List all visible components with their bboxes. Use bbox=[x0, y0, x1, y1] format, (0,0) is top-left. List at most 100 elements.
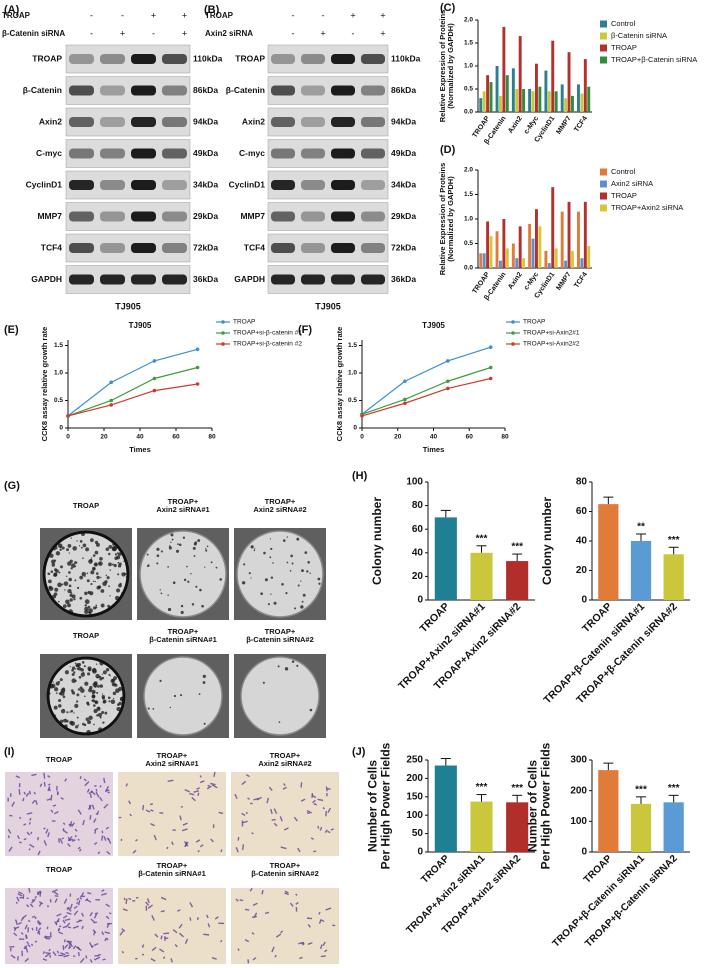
colony bbox=[146, 565, 149, 568]
cell bbox=[34, 895, 38, 899]
cell bbox=[46, 904, 50, 908]
cell bbox=[184, 938, 189, 944]
colony bbox=[121, 572, 126, 577]
legend-marker bbox=[511, 331, 515, 335]
panel-label: (A) bbox=[4, 4, 20, 16]
cell bbox=[15, 921, 18, 926]
colony bbox=[147, 707, 150, 710]
colony bbox=[269, 556, 272, 559]
cell bbox=[49, 954, 52, 958]
blot-band bbox=[131, 211, 156, 222]
colony bbox=[286, 561, 289, 564]
blot-band bbox=[301, 117, 325, 127]
cell bbox=[31, 927, 34, 931]
line bbox=[67, 383, 198, 417]
y-tick-label: 0.5 bbox=[464, 240, 473, 247]
colony bbox=[169, 706, 172, 709]
cell bbox=[150, 958, 156, 962]
colony bbox=[59, 719, 64, 724]
protein-label: MMP7 bbox=[240, 211, 265, 221]
colony bbox=[59, 678, 63, 682]
cell bbox=[210, 838, 214, 843]
y-axis-label: Colony number bbox=[370, 497, 384, 585]
cell bbox=[101, 889, 105, 893]
colony bbox=[71, 594, 76, 599]
image-label-line: Axin2 siRNA#1 bbox=[156, 505, 209, 514]
colony bbox=[52, 681, 54, 683]
cell bbox=[103, 777, 106, 784]
image-label-line: TROAP+ bbox=[168, 497, 199, 506]
colony bbox=[79, 540, 83, 543]
colony bbox=[99, 716, 102, 719]
cell bbox=[280, 846, 287, 850]
colony bbox=[250, 545, 254, 549]
blot-band bbox=[131, 54, 156, 64]
colony bbox=[94, 550, 99, 555]
colony bbox=[73, 598, 76, 601]
significance: ** bbox=[637, 522, 645, 533]
image-label-line: TROAP+ bbox=[270, 861, 301, 870]
cell bbox=[300, 798, 306, 802]
cell bbox=[38, 901, 44, 905]
cell bbox=[78, 848, 82, 852]
cell bbox=[301, 942, 305, 946]
colony bbox=[90, 570, 95, 575]
colony bbox=[289, 570, 292, 572]
cell bbox=[103, 803, 109, 809]
condition-sign: - bbox=[152, 28, 155, 38]
bar bbox=[577, 84, 580, 112]
cell bbox=[44, 935, 51, 938]
cell bbox=[36, 921, 41, 926]
y-tick-label: 200 bbox=[570, 785, 587, 796]
cell bbox=[29, 843, 35, 848]
colony bbox=[286, 536, 288, 538]
blot-band bbox=[361, 85, 385, 96]
blot-band bbox=[331, 243, 355, 253]
bar bbox=[587, 245, 591, 268]
x-axis-label: Times bbox=[129, 445, 151, 454]
panel-label: (H) bbox=[352, 470, 368, 482]
colony bbox=[91, 699, 94, 702]
colony bbox=[182, 536, 186, 539]
legend-swatch bbox=[600, 20, 607, 28]
colony bbox=[69, 666, 71, 668]
y-tick-label: 0.0 bbox=[464, 265, 473, 272]
bar bbox=[511, 243, 515, 268]
cell bbox=[29, 903, 34, 908]
y-tick-label: 1.0 bbox=[54, 370, 63, 377]
cell bbox=[67, 838, 74, 841]
cell bbox=[8, 846, 13, 852]
cell bbox=[181, 828, 188, 832]
colony bbox=[70, 709, 74, 713]
cell bbox=[123, 897, 126, 901]
bar bbox=[434, 517, 457, 600]
cell bbox=[38, 927, 42, 931]
cell bbox=[170, 958, 173, 963]
blot-band bbox=[331, 85, 355, 96]
colony bbox=[58, 571, 61, 574]
cell bbox=[103, 836, 107, 841]
legend-swatch bbox=[600, 180, 607, 188]
cell bbox=[252, 902, 258, 907]
colony bbox=[65, 575, 68, 578]
bar bbox=[630, 541, 652, 600]
dish-rim bbox=[46, 656, 126, 736]
protein-label: CyclinD1 bbox=[229, 179, 266, 189]
bar bbox=[531, 91, 535, 112]
protein-label: CyclinD1 bbox=[26, 179, 63, 189]
transwell-photo bbox=[5, 888, 113, 964]
colony bbox=[152, 707, 155, 710]
cell bbox=[93, 913, 98, 919]
blot-band bbox=[331, 180, 355, 190]
blot-band bbox=[271, 211, 295, 222]
image-label: TROAP bbox=[73, 631, 99, 640]
cell bbox=[62, 829, 68, 834]
colony bbox=[63, 708, 65, 711]
colony bbox=[86, 572, 89, 575]
cell bbox=[306, 810, 313, 814]
cell bbox=[211, 956, 217, 960]
cell bbox=[105, 915, 110, 920]
colony bbox=[272, 562, 274, 564]
cell bbox=[242, 820, 248, 824]
cell bbox=[283, 783, 286, 787]
